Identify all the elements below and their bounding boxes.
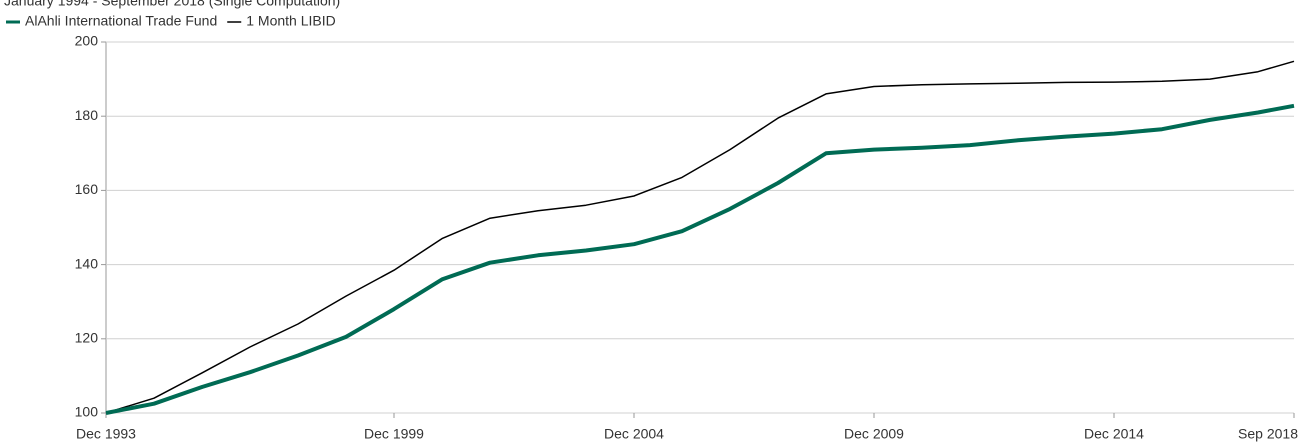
y-tick-label: 160 <box>75 181 99 197</box>
x-tick-label: Dec 2004 <box>604 426 664 442</box>
x-tick-label: Sep 2018 <box>1238 426 1298 442</box>
legend-label: 1 Month LIBID <box>246 13 336 29</box>
x-tick-label: Dec 1999 <box>364 426 424 442</box>
y-tick-label: 100 <box>75 404 99 420</box>
x-tick-label: Dec 2014 <box>1084 426 1144 442</box>
y-tick-label: 180 <box>75 107 99 123</box>
y-tick-label: 200 <box>75 33 99 49</box>
x-tick-label: Dec 2009 <box>844 426 904 442</box>
x-tick-label: Dec 1993 <box>76 426 136 442</box>
y-tick-label: 120 <box>75 330 99 346</box>
series-line <box>105 60 1295 414</box>
series-line <box>105 103 1295 415</box>
chart-subtitle: January 1994 - September 2018 (Single Co… <box>4 0 340 9</box>
y-tick-label: 140 <box>75 255 99 271</box>
legend-label: AlAhli International Trade Fund <box>25 13 217 29</box>
